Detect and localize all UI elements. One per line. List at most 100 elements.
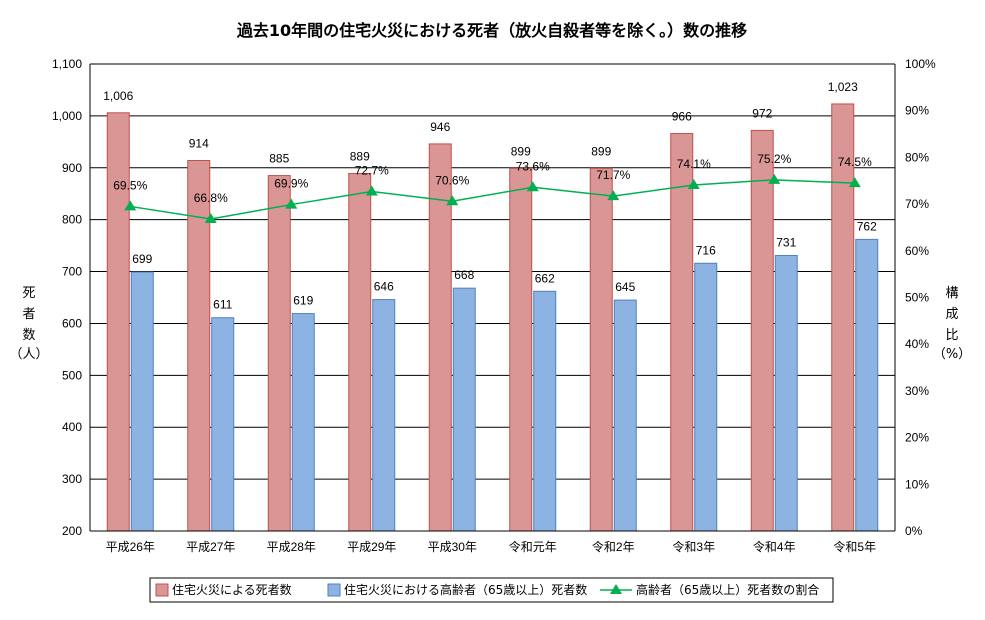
- data-label-ratio: 71.7%: [596, 168, 630, 182]
- data-label-elderly: 619: [293, 294, 313, 308]
- ratio-point-marker: [204, 213, 217, 224]
- chart-title: 過去10年間の住宅火災における死者（放火自殺者等を除く。）数の推移: [236, 21, 747, 40]
- y2-tick-label: 10%: [905, 477, 929, 491]
- data-label-ratio: 72.7%: [355, 163, 389, 177]
- y-tick-label: 500: [62, 368, 82, 382]
- data-label-ratio: 66.8%: [194, 191, 228, 205]
- axes: [89, 64, 896, 532]
- x-tick-label: 平成26年: [106, 540, 155, 554]
- y-axis-title-char: 数: [22, 328, 35, 343]
- legend-label-total: 住宅火災による死者数: [172, 582, 292, 597]
- bar-total-deaths: [509, 167, 533, 532]
- bar-elderly-deaths: [533, 290, 557, 532]
- y2-axis-title-char: 構: [945, 286, 958, 301]
- y2-tick-label: 20%: [905, 431, 929, 445]
- x-tick-label: 平成28年: [267, 540, 316, 554]
- y2-tick-label: 100%: [905, 57, 936, 71]
- ratio-point-marker: [768, 173, 781, 184]
- bar-total-deaths: [589, 167, 613, 532]
- data-label-ratio: 74.5%: [838, 155, 872, 169]
- x-tick-label: 平成30年: [428, 540, 477, 554]
- legend-box: [149, 577, 834, 603]
- data-label-elderly: 611: [213, 298, 232, 312]
- data-label-total: 946: [430, 120, 450, 134]
- y2-tick-label: 40%: [905, 337, 929, 351]
- data-label-elderly: 662: [535, 271, 555, 285]
- y-tick-label: 700: [62, 265, 82, 279]
- ratio-line: [124, 173, 861, 224]
- y-tick-label: 200: [62, 524, 82, 538]
- y-tick-label: 600: [62, 316, 82, 330]
- y-tick-label: 800: [62, 213, 82, 227]
- data-label-total: 1,023: [828, 80, 858, 94]
- data-label-ratio: 75.2%: [757, 152, 791, 166]
- bar-elderly-deaths: [211, 317, 235, 532]
- y-tick-label: 400: [62, 420, 82, 434]
- x-tick-label: 令和4年: [753, 539, 796, 554]
- ratio-point-marker: [446, 195, 459, 206]
- bar-total-deaths: [348, 172, 372, 532]
- data-label-elderly: 668: [454, 268, 474, 282]
- data-label-total: 899: [591, 144, 611, 158]
- y2-axis-title-char: 成: [945, 307, 958, 322]
- x-tick-label: 平成27年: [186, 540, 235, 554]
- bar-elderly-deaths: [855, 238, 879, 532]
- ratio-point-marker: [687, 178, 700, 189]
- bar-total-deaths: [267, 175, 291, 532]
- x-tick-label: 令和3年: [672, 539, 715, 554]
- data-label-total: 889: [350, 149, 370, 163]
- data-label-elderly: 646: [374, 280, 394, 294]
- axis-titles: 死者数 （人） 構成比 （%）: [9, 286, 971, 362]
- y-axis-title-char: 者: [22, 307, 35, 322]
- data-label-elderly: 716: [696, 243, 716, 257]
- y2-tick-label: 30%: [905, 384, 929, 398]
- y-axis-title-char: 死: [22, 286, 35, 301]
- y2-tick-label: 60%: [905, 244, 929, 258]
- data-label-total: 966: [672, 110, 692, 124]
- ratio-point-marker: [848, 177, 861, 188]
- y2-tick-label: 90%: [905, 104, 929, 118]
- bar-elderly-deaths: [452, 287, 476, 532]
- bar-elderly-deaths: [130, 271, 154, 532]
- ratio-point-marker: [124, 200, 137, 211]
- data-label-total: 1,006: [103, 89, 133, 103]
- data-labels: 1,006 699 914 611 885 619 889 646 946 668 899 662 89…: [103, 80, 877, 312]
- x-tick-label: 令和5年: [833, 539, 876, 554]
- data-label-total: 972: [752, 106, 772, 120]
- ratio-point-marker: [526, 181, 539, 192]
- legend-marker-ratio: [610, 584, 622, 594]
- data-label-elderly: 762: [857, 219, 877, 233]
- y2-tick-label: 70%: [905, 197, 929, 211]
- data-label-total: 885: [269, 152, 289, 166]
- ratio-point-marker: [607, 190, 620, 201]
- legend-label-elderly: 住宅火災における高齢者（65歳以上）死者数: [344, 582, 587, 597]
- y-tick-label: 1,000: [52, 109, 82, 123]
- tick-labels: 1,100 1,000 900 800 700 600 500 400 300 200 100% 90…: [52, 57, 936, 554]
- ratio-point-marker: [285, 198, 298, 209]
- y2-tick-label: 80%: [905, 150, 929, 164]
- bar-elderly-deaths: [774, 254, 798, 532]
- data-label-ratio: 69.9%: [274, 177, 308, 191]
- data-label-total: 899: [511, 144, 531, 158]
- x-tick-label: 平成29年: [347, 540, 396, 554]
- bar-elderly-deaths: [372, 299, 396, 532]
- bar-total-deaths: [670, 133, 694, 532]
- bar-elderly-deaths: [291, 313, 315, 532]
- legend-swatch-total: [155, 583, 169, 597]
- bar-elderly-deaths: [613, 299, 637, 532]
- bars: [106, 103, 879, 532]
- bar-total-deaths: [428, 143, 452, 532]
- data-label-ratio: 73.6%: [516, 159, 550, 173]
- y-tick-label: 1,100: [52, 57, 82, 71]
- y-tick-label: 300: [62, 472, 82, 486]
- y2-tick-label: 0%: [905, 524, 923, 538]
- legend-label-ratio: 高齢者（65歳以上）死者数の割合: [636, 582, 819, 597]
- legend-swatch-elderly: [327, 583, 341, 597]
- x-tick-label: 令和2年: [592, 539, 635, 554]
- y-axis-title-char: （人）: [9, 347, 48, 362]
- y2-axis-title-char: 比: [945, 328, 958, 343]
- ratio-line-path: [130, 179, 855, 220]
- gridlines: [90, 63, 895, 532]
